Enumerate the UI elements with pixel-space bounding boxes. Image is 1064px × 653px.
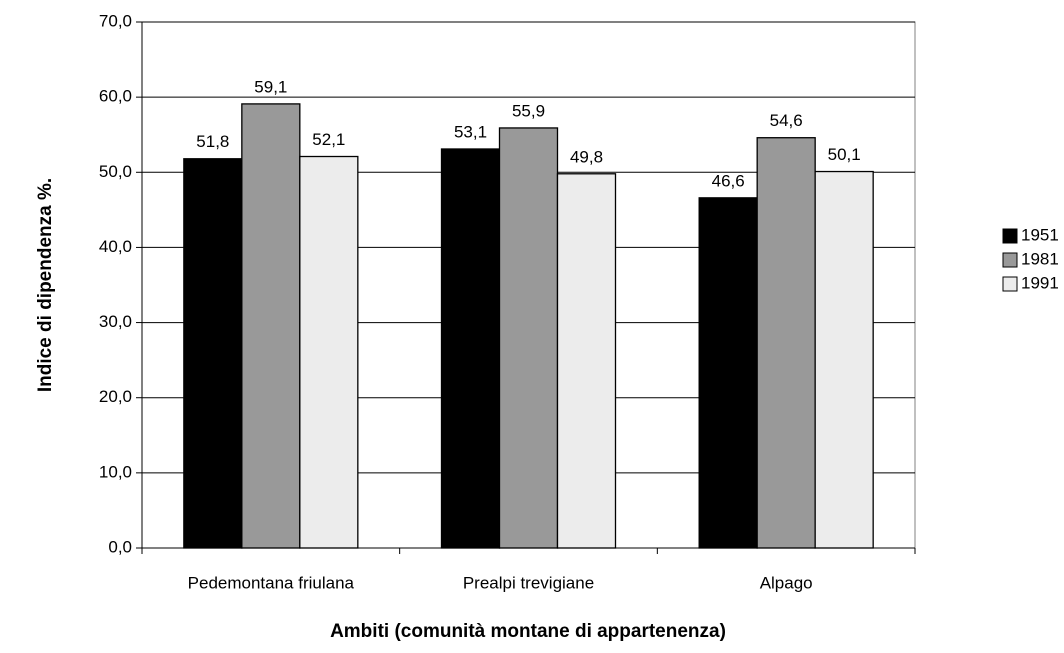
y-tick-label: 50,0: [99, 162, 132, 181]
value-label: 50,1: [828, 145, 861, 164]
y-axis-title: Indice di dipendenza %.: [35, 178, 56, 392]
legend-label: 1951: [1021, 225, 1059, 244]
x-tick-label: Pedemontana friulana: [188, 573, 355, 592]
bar: [183, 158, 243, 549]
value-label: 49,8: [570, 147, 603, 166]
x-tick-label: Alpago: [760, 573, 813, 592]
bar: [498, 127, 559, 549]
bar: [698, 197, 758, 549]
legend-label: 1981: [1021, 249, 1059, 268]
bar: [241, 103, 301, 549]
bar: [814, 170, 874, 549]
legend-swatch: [1002, 276, 1018, 292]
value-label: 51,8: [196, 132, 229, 151]
legend-swatch: [1002, 252, 1018, 268]
y-tick-label: 40,0: [99, 237, 132, 256]
bar: [556, 173, 617, 549]
value-label: 53,1: [454, 122, 487, 141]
y-tick-label: 20,0: [99, 387, 132, 406]
y-tick-label: 70,0: [99, 11, 132, 30]
value-label: 59,1: [254, 77, 287, 96]
bar: [440, 148, 501, 549]
y-tick-label: 10,0: [99, 462, 132, 481]
y-tick-label: 0,0: [108, 537, 132, 556]
value-label: 46,6: [712, 171, 745, 190]
bar: [756, 137, 816, 549]
x-axis-title: Ambiti (comunità montane di appartenenza…: [330, 621, 726, 642]
value-label: 54,6: [770, 111, 803, 130]
value-label: 52,1: [312, 130, 345, 149]
bar: [299, 155, 359, 549]
x-tick-label: Prealpi trevigiane: [463, 573, 594, 592]
y-tick-label: 60,0: [99, 87, 132, 106]
y-tick-label: 30,0: [99, 312, 132, 331]
legend-swatch: [1002, 228, 1018, 244]
legend-label: 1991: [1021, 273, 1059, 292]
value-label: 55,9: [512, 101, 545, 120]
